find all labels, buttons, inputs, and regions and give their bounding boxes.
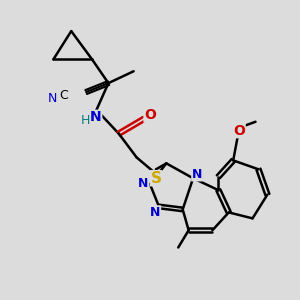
Text: N: N — [138, 177, 148, 190]
Text: N: N — [150, 206, 161, 219]
Text: C: C — [59, 89, 68, 102]
Text: N: N — [192, 168, 202, 181]
Text: N: N — [48, 92, 57, 105]
Text: O: O — [144, 108, 156, 122]
Text: S: S — [150, 171, 161, 186]
Text: O: O — [233, 124, 245, 138]
Text: H: H — [80, 114, 90, 128]
Text: N: N — [90, 110, 102, 124]
